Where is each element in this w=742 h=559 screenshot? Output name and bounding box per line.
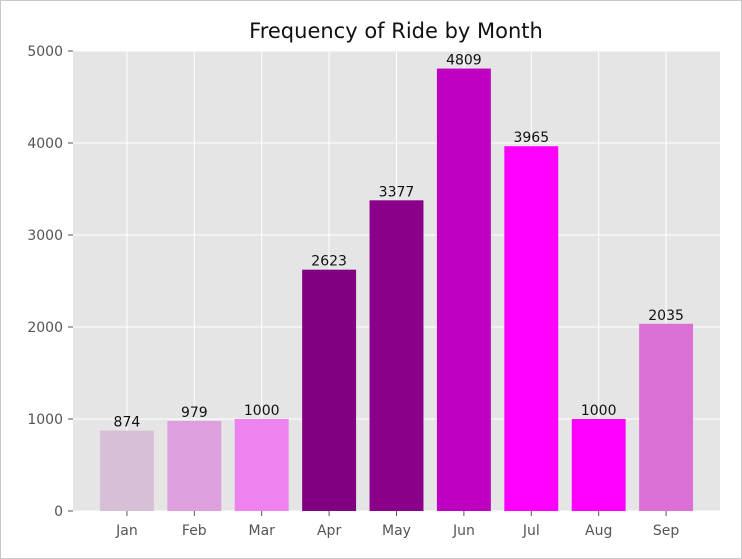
bar-feb: [167, 420, 222, 511]
bar-jan: [99, 430, 154, 511]
bar-may: [369, 200, 424, 512]
bar-value-labels: 874 979 1000 2623 3377 4809 3965 1000 2035: [114, 53, 684, 431]
bars: [99, 68, 694, 512]
bar-jul: [504, 146, 559, 511]
bar-jun: [436, 68, 491, 512]
bar-sep: [639, 323, 694, 511]
bar-apr: [302, 269, 357, 511]
bar-mar: [234, 419, 289, 511]
y-tick-label: 1000: [27, 412, 63, 428]
bar-value-label: 4809: [446, 53, 482, 69]
y-axis: 0 1000 2000 3000 4000 5000: [27, 44, 73, 520]
x-tick-label: May: [382, 523, 411, 539]
x-axis: Jan Feb Mar Apr May Jun Jul Aug Sep: [115, 511, 679, 539]
y-tick-label: 5000: [27, 44, 63, 60]
y-tick-label: 3000: [27, 228, 63, 244]
x-tick-label: Jun: [452, 523, 475, 539]
y-tick-label: 0: [54, 504, 63, 520]
x-tick-label: Mar: [248, 523, 275, 539]
x-tick-label: Jan: [115, 523, 138, 539]
x-tick-label: Sep: [653, 523, 680, 539]
bar-value-label: 3377: [379, 184, 415, 200]
bar-value-label: 3965: [513, 130, 549, 146]
bar-value-label: 874: [114, 415, 141, 431]
chart-title: Frequency of Ride by Month: [249, 19, 543, 43]
x-tick-label: Apr: [317, 523, 341, 539]
bar-value-label: 1000: [244, 403, 280, 419]
y-tick-label: 2000: [27, 320, 63, 336]
y-tick-label: 4000: [27, 136, 63, 152]
x-tick-label: Feb: [182, 523, 207, 539]
bar-value-label: 2623: [311, 254, 347, 270]
bar-value-label: 979: [181, 405, 208, 421]
x-tick-label: Aug: [585, 523, 612, 539]
bar-value-label: 1000: [581, 403, 617, 419]
bar-aug: [571, 419, 626, 511]
bar-value-label: 2035: [648, 308, 684, 324]
x-tick-label: Jul: [522, 523, 540, 539]
